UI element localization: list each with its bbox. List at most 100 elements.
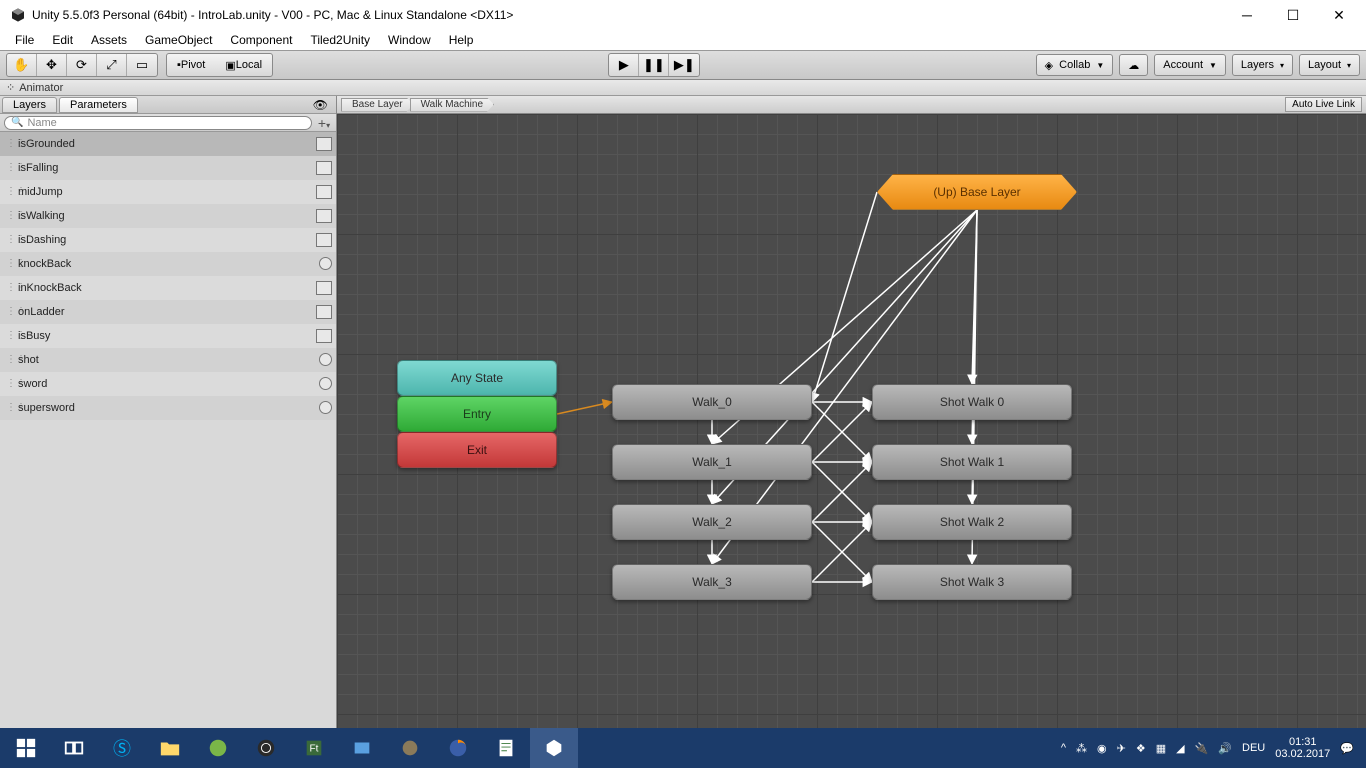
breadcrumb-walk[interactable]: Walk Machine bbox=[410, 98, 494, 112]
move-tool[interactable]: ✥ bbox=[37, 54, 67, 76]
parameter-value[interactable] bbox=[316, 161, 332, 175]
parameter-search-input[interactable]: 🔍Name bbox=[4, 116, 312, 130]
drag-grip-icon[interactable]: ⋮⋮ bbox=[6, 234, 14, 245]
menu-edit[interactable]: Edit bbox=[43, 31, 82, 49]
gimp-icon[interactable] bbox=[386, 728, 434, 768]
node-w1[interactable]: Walk_1 bbox=[612, 444, 812, 480]
parameter-value[interactable] bbox=[316, 209, 332, 223]
parameter-row[interactable]: ⋮⋮inKnockBack bbox=[0, 276, 336, 300]
tab-parameters[interactable]: Parameters bbox=[59, 97, 138, 113]
parameter-row[interactable]: ⋮⋮supersword bbox=[0, 396, 336, 420]
parameter-row[interactable]: ⋮⋮onLadder bbox=[0, 300, 336, 324]
layers-dropdown[interactable]: Layers ▾ bbox=[1232, 54, 1293, 76]
tray-chevron-icon[interactable]: ^ bbox=[1061, 742, 1066, 754]
scale-tool[interactable]: ⤢ bbox=[97, 54, 127, 76]
transition-edge[interactable] bbox=[812, 192, 877, 402]
skype-icon[interactable]: Ⓢ bbox=[98, 728, 146, 768]
parameter-value[interactable] bbox=[316, 137, 332, 151]
language-indicator[interactable]: DEU bbox=[1242, 742, 1265, 754]
node-s2[interactable]: Shot Walk 2 bbox=[872, 504, 1072, 540]
firefox-icon[interactable] bbox=[434, 728, 482, 768]
volume-icon[interactable]: 🔊 bbox=[1218, 742, 1232, 755]
drag-grip-icon[interactable]: ⋮⋮ bbox=[6, 330, 14, 341]
menu-help[interactable]: Help bbox=[440, 31, 483, 49]
tray-icon-3[interactable]: ▦ bbox=[1156, 742, 1166, 755]
auto-live-link-toggle[interactable]: Auto Live Link bbox=[1285, 97, 1362, 112]
pivot-toggle[interactable]: ▪ Pivot bbox=[167, 54, 215, 76]
transition-edge[interactable] bbox=[557, 402, 612, 414]
play-button[interactable]: ▶ bbox=[609, 54, 639, 76]
node-w3[interactable]: Walk_3 bbox=[612, 564, 812, 600]
parameter-value[interactable] bbox=[319, 377, 332, 390]
menu-assets[interactable]: Assets bbox=[82, 31, 136, 49]
rotate-tool[interactable]: ⟳ bbox=[67, 54, 97, 76]
parameter-value[interactable] bbox=[319, 257, 332, 270]
pause-button[interactable]: ❚❚ bbox=[639, 54, 669, 76]
parameter-value[interactable] bbox=[316, 185, 332, 199]
drag-grip-icon[interactable]: ⋮⋮ bbox=[6, 354, 14, 365]
hand-tool[interactable]: ✋ bbox=[7, 54, 37, 76]
menu-window[interactable]: Window bbox=[379, 31, 440, 49]
parameter-value[interactable] bbox=[319, 401, 332, 414]
layout-dropdown[interactable]: Layout ▾ bbox=[1299, 54, 1360, 76]
file-explorer-icon[interactable] bbox=[146, 728, 194, 768]
node-any[interactable]: Any State bbox=[397, 360, 557, 396]
parameter-row[interactable]: ⋮⋮sword bbox=[0, 372, 336, 396]
parameter-value[interactable] bbox=[319, 353, 332, 366]
node-exit[interactable]: Exit bbox=[397, 432, 557, 468]
parameter-row[interactable]: ⋮⋮isBusy bbox=[0, 324, 336, 348]
tray-icon[interactable]: ⁂ bbox=[1076, 742, 1087, 755]
drag-grip-icon[interactable]: ⋮⋮ bbox=[6, 258, 14, 269]
start-button[interactable] bbox=[2, 728, 50, 768]
menu-component[interactable]: Component bbox=[221, 31, 301, 49]
parameter-row[interactable]: ⋮⋮shot bbox=[0, 348, 336, 372]
parameter-row[interactable]: ⋮⋮isFalling bbox=[0, 156, 336, 180]
local-toggle[interactable]: ▣ Local bbox=[215, 54, 272, 76]
drag-grip-icon[interactable]: ⋮⋮ bbox=[6, 138, 14, 149]
parameter-row[interactable]: ⋮⋮isGrounded bbox=[0, 132, 336, 156]
task-view-icon[interactable] bbox=[50, 728, 98, 768]
parameter-value[interactable] bbox=[316, 329, 332, 343]
step-button[interactable]: ▶❚ bbox=[669, 54, 699, 76]
node-entry[interactable]: Entry bbox=[397, 396, 557, 432]
wifi-icon[interactable]: ◢ bbox=[1176, 742, 1184, 755]
collab-dropdown[interactable]: ◈ Collab ▼ bbox=[1036, 54, 1114, 76]
clock[interactable]: 01:3103.02.2017 bbox=[1275, 736, 1330, 760]
drag-grip-icon[interactable]: ⋮⋮ bbox=[6, 186, 14, 197]
parameter-row[interactable]: ⋮⋮isWalking bbox=[0, 204, 336, 228]
account-dropdown[interactable]: Account ▼ bbox=[1154, 54, 1226, 76]
menu-file[interactable]: File bbox=[6, 31, 43, 49]
minimize-button[interactable]: ─ bbox=[1224, 0, 1270, 30]
parameter-value[interactable] bbox=[316, 281, 332, 295]
breadcrumb-base[interactable]: Base Layer bbox=[341, 98, 414, 112]
node-up[interactable]: (Up) Base Layer bbox=[877, 174, 1077, 210]
parameter-value[interactable] bbox=[316, 233, 332, 247]
drag-grip-icon[interactable]: ⋮⋮ bbox=[6, 210, 14, 221]
drag-grip-icon[interactable]: ⋮⋮ bbox=[6, 402, 14, 413]
drag-grip-icon[interactable]: ⋮⋮ bbox=[6, 306, 14, 317]
add-parameter-button[interactable]: +▾ bbox=[316, 115, 332, 131]
node-s1[interactable]: Shot Walk 1 bbox=[872, 444, 1072, 480]
cloud-button[interactable]: ☁ bbox=[1119, 54, 1148, 76]
drag-grip-icon[interactable]: ⋮⋮ bbox=[6, 282, 14, 293]
node-s0[interactable]: Shot Walk 0 bbox=[872, 384, 1072, 420]
menu-gameobject[interactable]: GameObject bbox=[136, 31, 221, 49]
app-icon-3[interactable]: Ft bbox=[290, 728, 338, 768]
drag-grip-icon[interactable]: ⋮⋮ bbox=[6, 378, 14, 389]
app-icon-1[interactable] bbox=[194, 728, 242, 768]
telegram-icon[interactable]: ✈ bbox=[1117, 742, 1126, 755]
drag-grip-icon[interactable]: ⋮⋮ bbox=[6, 162, 14, 173]
notepad-icon[interactable] bbox=[482, 728, 530, 768]
parameter-row[interactable]: ⋮⋮midJump bbox=[0, 180, 336, 204]
unity-taskbar-icon[interactable] bbox=[530, 728, 578, 768]
discord-icon[interactable]: ◉ bbox=[1097, 742, 1107, 755]
node-w2[interactable]: Walk_2 bbox=[612, 504, 812, 540]
parameter-row[interactable]: ⋮⋮isDashing bbox=[0, 228, 336, 252]
parameter-row[interactable]: ⋮⋮knockBack bbox=[0, 252, 336, 276]
app-icon-2[interactable] bbox=[242, 728, 290, 768]
visibility-icon[interactable]: 👁 bbox=[313, 98, 328, 112]
tab-layers[interactable]: Layers bbox=[2, 97, 57, 113]
parameter-value[interactable] bbox=[316, 305, 332, 319]
rect-tool[interactable]: ▭ bbox=[127, 54, 157, 76]
maximize-button[interactable]: ☐ bbox=[1270, 0, 1316, 30]
